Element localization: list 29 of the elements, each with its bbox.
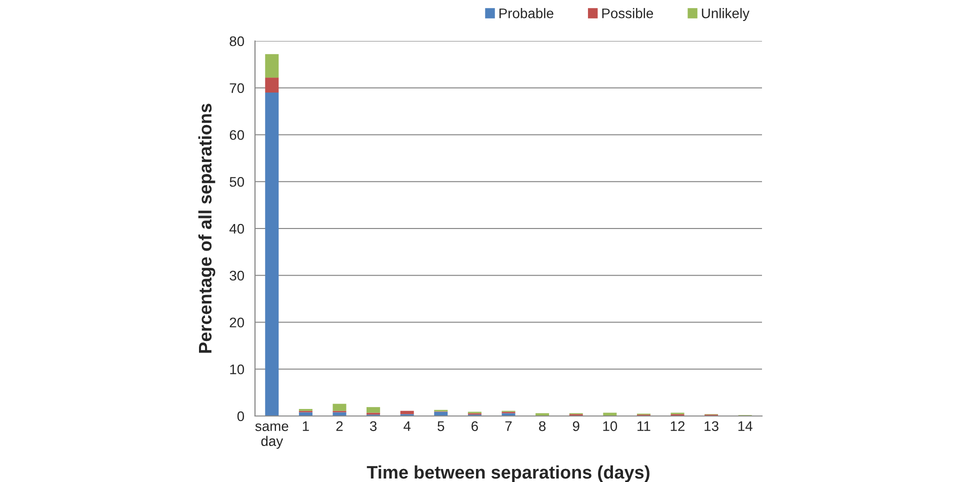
x-tick-label: 10 [603,421,618,432]
x-axis-title: Time between separations (days) [366,465,650,482]
x-tick-label: same day [255,423,288,449]
x-tick-label: 6 [472,421,478,432]
x-tick-label: 9 [572,421,580,432]
x-tick-label: 11 [638,421,650,431]
x-tick-label: 14 [738,421,752,431]
y-tick-label: 10 [230,364,244,374]
y-tick-label: 40 [229,224,244,234]
x-tick-label: 13 [704,421,718,432]
x-tick-label: 2 [336,421,343,431]
y-tick-label: 50 [230,176,244,187]
x-tick-label: 12 [670,421,685,431]
y-tick-label: 60 [230,130,244,140]
legend-label: Possible [602,8,654,18]
y-tick-label: 70 [230,83,244,94]
y-axis-title: Percentage of all separations [198,104,216,353]
y-tick-label: 20 [230,318,244,328]
y-tick-label: 80 [230,36,244,46]
y-tick-label: 30 [230,270,244,281]
legend-label: Probable [499,8,554,18]
legend-label: Unlikely [702,8,750,21]
x-tick-label: 7 [505,421,512,431]
x-tick-label: 4 [404,421,411,431]
x-tick-label: 5 [438,421,444,432]
x-tick-label: 8 [539,421,546,432]
y-tick-label: 0 [237,411,244,422]
x-tick-label: 1 [302,421,309,431]
x-tick-label: 3 [370,421,377,432]
